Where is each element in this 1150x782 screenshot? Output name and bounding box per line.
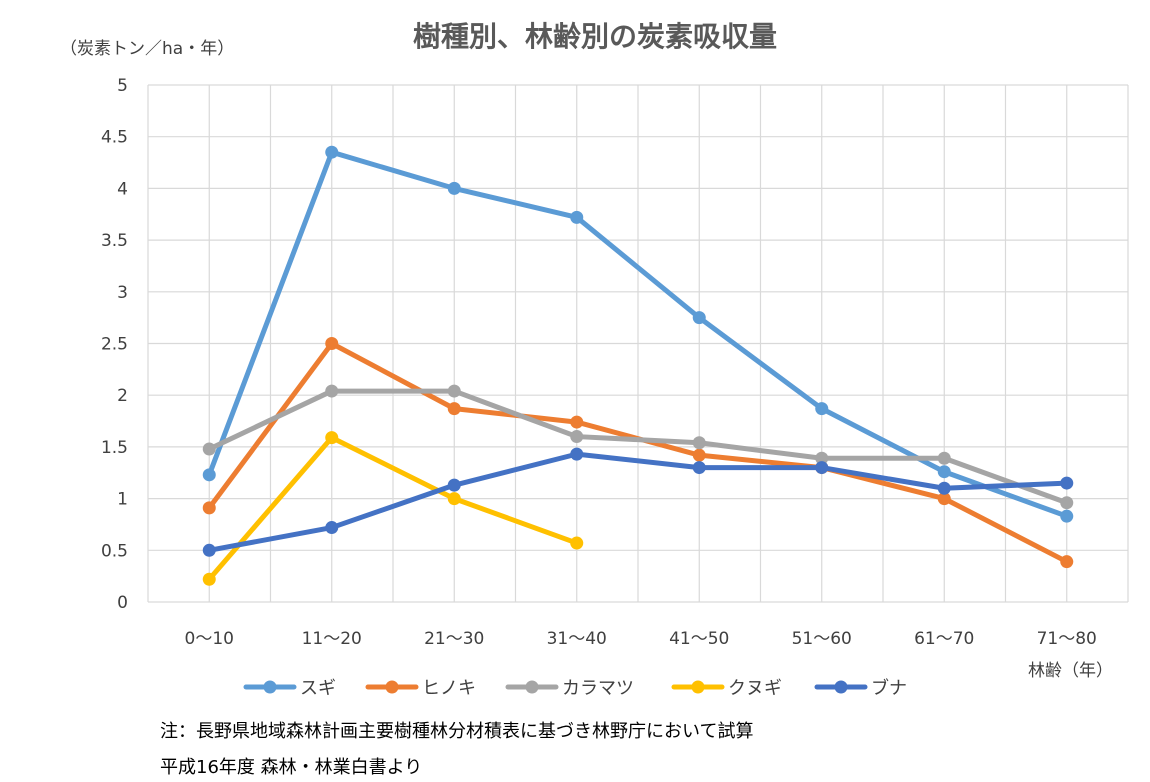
data-point — [325, 384, 339, 398]
data-point — [447, 402, 461, 416]
data-point — [325, 337, 339, 350]
grid-layer — [147, 84, 1129, 603]
y-tick-label: 0 — [117, 593, 128, 613]
data-point — [570, 210, 584, 224]
y-tick-label: 1.5 — [101, 438, 128, 458]
x-axis-unit-label: 林齢（年） — [1028, 661, 1113, 681]
x-tick-label: 21〜30 — [424, 629, 484, 649]
series-line — [206, 451, 1070, 553]
data-point — [325, 521, 339, 535]
axis-layer: 0 0.5 1 1.5 2 2.5 3 3.5 4 4.5 5 0〜10 11〜20 21〜30 31〜40… — [101, 76, 1097, 649]
x-tick-label: 51〜60 — [792, 629, 852, 649]
data-point — [692, 461, 706, 475]
data-point — [570, 536, 584, 550]
legend: スギ ヒノキ カラマツ クヌギ ブナ — [243, 677, 907, 699]
y-tick-label: 0.5 — [101, 541, 128, 561]
data-point — [325, 431, 339, 445]
data-point — [202, 572, 216, 586]
legend-item: カラマツ — [505, 678, 634, 699]
legend-swatch-marker — [385, 680, 399, 694]
x-tick-label: 11〜20 — [302, 629, 362, 649]
data-point — [692, 448, 706, 462]
data-point — [202, 442, 216, 456]
data-point — [1060, 555, 1074, 569]
data-point — [570, 447, 584, 461]
legend-item: スギ — [243, 678, 336, 699]
data-point — [937, 492, 951, 506]
legend-swatch-marker — [691, 680, 705, 694]
data-point — [325, 145, 339, 159]
series-2 — [202, 384, 1074, 510]
data-point — [570, 430, 584, 444]
data-point — [447, 384, 461, 398]
source-note: 注：長野県地域森林計画主要樹種林分材積表に基づき林野庁において試算 — [160, 721, 754, 742]
y-tick-label: 1 — [117, 490, 128, 510]
series-4 — [202, 447, 1074, 557]
y-tick-label: 5 — [117, 76, 128, 96]
data-point — [202, 468, 216, 482]
series-line — [206, 388, 1070, 506]
data-point — [937, 481, 951, 495]
series-0 — [202, 145, 1074, 523]
y-tick-label: 2.5 — [101, 335, 128, 355]
legend-label: クヌギ — [728, 678, 782, 699]
y-tick-label: 3.5 — [101, 231, 128, 251]
data-point — [692, 436, 706, 450]
legend-label: ヒノキ — [422, 678, 476, 699]
data-point — [570, 415, 584, 429]
data-point — [202, 501, 216, 515]
y-tick-label: 2 — [117, 386, 128, 406]
x-tick-label: 71〜80 — [1037, 629, 1097, 649]
legend-swatch-marker — [834, 680, 848, 694]
x-tick-label: 41〜50 — [669, 629, 729, 649]
data-point — [815, 451, 829, 465]
legend-swatch-marker — [525, 680, 539, 694]
legend-item: クヌギ — [671, 678, 782, 699]
data-point — [1060, 476, 1074, 490]
data-point — [815, 461, 829, 475]
x-tick-label: 31〜40 — [547, 629, 607, 649]
legend-label: スギ — [300, 678, 336, 699]
legend-label: カラマツ — [562, 678, 634, 699]
data-point — [692, 311, 706, 325]
y-tick-label: 3 — [117, 283, 128, 303]
source-citation: 平成16年度 森林・林業白書より — [160, 757, 423, 778]
data-point — [815, 402, 829, 416]
y-tick-label: 4.5 — [101, 128, 128, 148]
y-tick-label: 4 — [117, 179, 128, 199]
legend-label: ブナ — [871, 677, 907, 699]
series-line — [206, 149, 1070, 519]
data-point — [447, 181, 461, 195]
chart-title: 樹種別、林齢別の炭素吸収量 — [413, 20, 777, 53]
legend-item: ヒノキ — [365, 678, 476, 699]
data-point — [937, 451, 951, 465]
series-line — [206, 435, 580, 582]
data-point — [1060, 496, 1074, 510]
x-tick-label: 0〜10 — [185, 629, 234, 649]
y-axis-unit-label: （炭素トン／ha・年） — [60, 39, 234, 59]
x-tick-label: 61〜70 — [914, 629, 974, 649]
data-point — [202, 543, 216, 557]
series-3 — [202, 431, 584, 586]
data-point — [1060, 509, 1074, 523]
data-point — [937, 465, 951, 479]
legend-item: ブナ — [814, 677, 907, 699]
data-point — [447, 478, 461, 492]
data-point — [447, 492, 461, 506]
legend-swatch-marker — [263, 680, 277, 694]
series-layer — [202, 145, 1074, 586]
